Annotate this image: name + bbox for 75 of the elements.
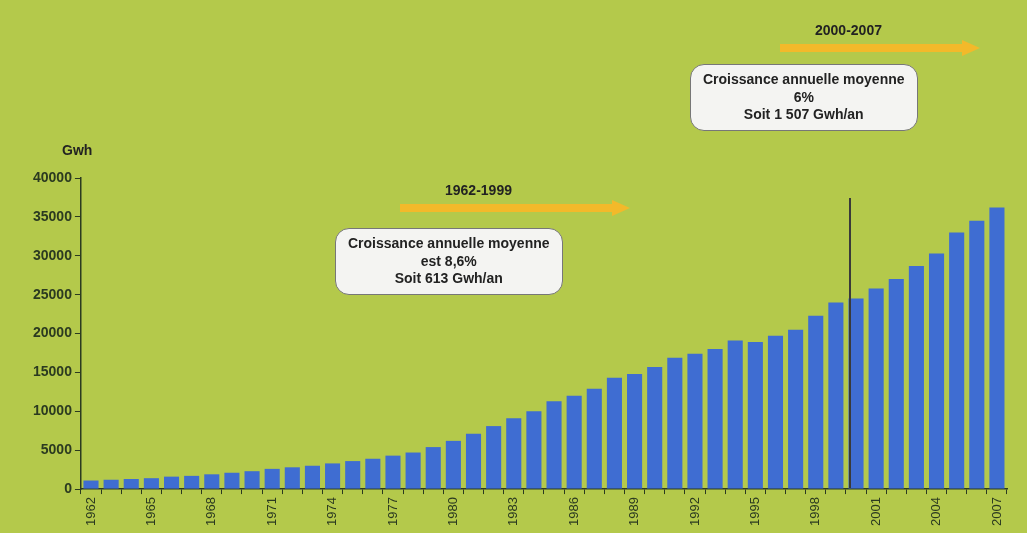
y-tick-label: 30000	[32, 246, 73, 263]
x-tick-label: 1977	[384, 497, 400, 526]
bar	[385, 455, 401, 489]
bar	[928, 253, 945, 489]
bar	[163, 476, 180, 489]
bar	[687, 353, 703, 489]
bar	[586, 388, 602, 489]
x-tick-label: 1995	[746, 497, 762, 526]
bar	[908, 265, 924, 489]
bar	[284, 467, 300, 489]
bar	[224, 472, 240, 489]
bar	[365, 458, 381, 489]
y-axis-title: Gwh	[62, 142, 93, 158]
bar	[103, 479, 119, 489]
y-tick-label: 5000	[40, 441, 73, 458]
bar	[83, 480, 99, 489]
bar	[747, 342, 763, 489]
text: 2000-2007	[815, 22, 882, 38]
bar	[767, 335, 784, 489]
bar	[264, 468, 280, 489]
y-tick-label: 0	[64, 479, 73, 496]
bar	[969, 220, 985, 489]
bar	[647, 366, 663, 489]
x-tick-label: 1986	[565, 497, 581, 526]
bar	[123, 478, 139, 489]
bar	[345, 461, 361, 489]
bar	[808, 315, 824, 489]
annotation: 1962-1999	[445, 182, 512, 198]
bar	[325, 463, 341, 489]
bar	[546, 401, 562, 489]
x-tick-label: 2001	[867, 497, 883, 526]
x-tick-label: 1983	[505, 497, 521, 526]
x-tick-label: 1980	[444, 497, 460, 526]
bar	[707, 349, 723, 489]
x-tick-label: 1968	[203, 497, 219, 526]
bar	[506, 418, 522, 489]
bar	[828, 302, 844, 489]
y-tick-label: 20000	[32, 324, 73, 341]
bar	[627, 373, 643, 489]
x-tick-label: 2004	[928, 497, 944, 526]
bar	[304, 465, 320, 489]
bar	[405, 452, 421, 489]
bar	[143, 478, 159, 489]
bar	[244, 471, 260, 489]
bar	[949, 232, 965, 489]
bar	[606, 377, 622, 489]
x-tick-label: 1962	[82, 497, 98, 526]
bar	[727, 340, 743, 489]
bar	[566, 395, 582, 489]
bar	[445, 440, 461, 489]
x-tick-label: 1974	[324, 497, 340, 526]
bar	[868, 288, 884, 489]
text: Croissance annuelle moyenne 6% Soit 1 507 Gwh/an	[690, 64, 918, 131]
x-tick-label: 1992	[686, 497, 702, 526]
y-tick-label: 40000	[32, 168, 73, 185]
y-tick-label: 15000	[32, 363, 73, 380]
bar	[788, 329, 804, 489]
x-tick-label: 1989	[626, 497, 642, 526]
annotation: Croissance annuelle moyenne est 8,6% Soit 613 Gwh/an	[335, 228, 563, 295]
x-tick-label: 1965	[142, 497, 158, 526]
bar	[526, 411, 542, 489]
y-tick-label: 25000	[32, 285, 73, 302]
y-tick-label: 35000	[32, 207, 73, 224]
x-tick-label: 1998	[807, 497, 823, 526]
bar	[667, 357, 683, 489]
bar	[465, 433, 482, 489]
bar	[888, 279, 904, 489]
y-tick-label: 10000	[32, 402, 73, 419]
bar	[486, 426, 502, 489]
bar	[204, 474, 220, 489]
x-tick-label: 2007	[988, 497, 1004, 526]
bar	[184, 475, 200, 489]
x-tick-label: 1971	[263, 497, 279, 526]
bar	[989, 207, 1005, 489]
bar	[425, 447, 441, 489]
